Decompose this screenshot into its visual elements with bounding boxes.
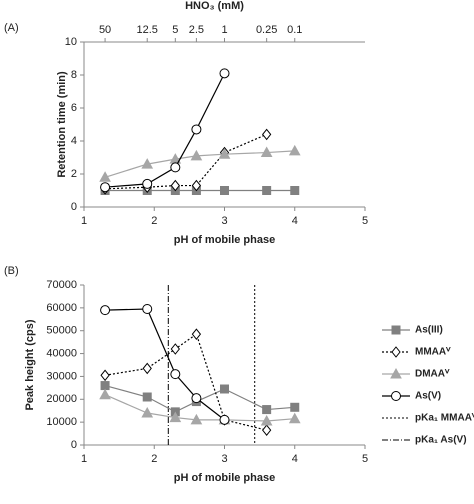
data-point bbox=[100, 381, 110, 391]
y-tick-label: 4 bbox=[71, 135, 77, 147]
data-point bbox=[219, 68, 230, 79]
y-axis-title: Retention time (min) bbox=[56, 71, 68, 178]
series-line bbox=[105, 308, 225, 421]
legend-marker bbox=[391, 391, 401, 401]
top-tick-label: 0.1 bbox=[287, 24, 302, 36]
data-point bbox=[170, 369, 181, 380]
data-point bbox=[142, 304, 153, 314]
legend-marker bbox=[391, 325, 401, 335]
data-point bbox=[191, 328, 202, 340]
data-point bbox=[100, 369, 110, 382]
series-line bbox=[105, 73, 226, 188]
x-tick-label: 3 bbox=[221, 453, 227, 465]
panel-label: (B) bbox=[4, 265, 19, 277]
x-axis-title: pH of mobile phase bbox=[174, 472, 275, 484]
data-point bbox=[260, 146, 273, 158]
x-tick-label: 2 bbox=[151, 215, 157, 227]
y-axis-title: Peak height (cps) bbox=[24, 319, 36, 410]
top-tick-label: 5 bbox=[172, 24, 178, 36]
data-point bbox=[288, 412, 301, 424]
data-point bbox=[218, 148, 231, 159]
data-point bbox=[262, 186, 272, 195]
data-point bbox=[220, 384, 229, 394]
data-point bbox=[142, 362, 152, 375]
legend-marker bbox=[391, 346, 401, 358]
data-point bbox=[142, 178, 153, 189]
legend-marker bbox=[390, 367, 402, 379]
y-tick-label: 60000 bbox=[46, 302, 77, 314]
data-point bbox=[288, 144, 301, 156]
data-point bbox=[100, 182, 111, 193]
series-line bbox=[105, 133, 267, 190]
data-point bbox=[290, 186, 300, 195]
y-tick-label: 0 bbox=[71, 439, 77, 451]
legend-label: pKa₁ MMAAⱽ bbox=[415, 413, 474, 424]
x-tick-label: 1 bbox=[81, 453, 87, 465]
top-tick-label: 1 bbox=[221, 24, 227, 36]
y-tick-label: 10 bbox=[65, 36, 77, 48]
y-tick-label: 40000 bbox=[46, 347, 77, 359]
legend-label: MMAAⱽ bbox=[415, 347, 451, 358]
data-point bbox=[170, 179, 180, 192]
x-tick-label: 1 bbox=[81, 215, 87, 227]
top-tick-label: 0.25 bbox=[256, 24, 277, 36]
data-point bbox=[290, 402, 300, 412]
x-axis-title: pH of mobile phase bbox=[174, 234, 275, 246]
data-point bbox=[141, 406, 154, 418]
series-line bbox=[104, 333, 267, 431]
y-tick-label: 30000 bbox=[46, 370, 77, 382]
data-point bbox=[169, 411, 182, 423]
x-tick-label: 4 bbox=[292, 215, 298, 227]
top-axis-title: HNO₃ (mM) bbox=[185, 0, 244, 12]
y-tick-label: 2 bbox=[71, 168, 77, 180]
x-tick-label: 2 bbox=[151, 453, 157, 465]
data-point bbox=[100, 305, 111, 316]
x-tick-label: 5 bbox=[362, 215, 368, 227]
data-point bbox=[220, 186, 229, 195]
legend-label: As(III) bbox=[415, 325, 443, 336]
data-point bbox=[262, 128, 272, 141]
y-tick-label: 0 bbox=[71, 201, 77, 213]
panel-label: (A) bbox=[4, 22, 19, 34]
y-tick-label: 70000 bbox=[46, 279, 77, 291]
y-tick-label: 8 bbox=[71, 69, 77, 81]
y-tick-label: 10000 bbox=[46, 416, 77, 428]
data-point bbox=[219, 414, 230, 425]
data-point bbox=[260, 414, 273, 426]
legend-label: DMAAⱽ bbox=[415, 369, 450, 380]
data-point bbox=[190, 413, 203, 425]
data-point bbox=[262, 424, 272, 436]
y-tick-label: 6 bbox=[71, 102, 77, 114]
legend-label: As(V) bbox=[415, 391, 441, 402]
data-point bbox=[191, 393, 202, 404]
x-tick-label: 3 bbox=[221, 215, 227, 227]
data-point bbox=[170, 343, 180, 355]
data-point bbox=[190, 149, 203, 161]
y-tick-label: 50000 bbox=[46, 325, 77, 337]
data-point bbox=[142, 392, 152, 402]
data-point bbox=[191, 179, 202, 192]
data-point bbox=[99, 388, 111, 400]
data-point bbox=[99, 171, 111, 182]
data-point bbox=[262, 405, 272, 415]
top-tick-label: 12.5 bbox=[137, 24, 158, 36]
top-tick-label: 50 bbox=[99, 24, 111, 36]
y-tick-label: 20000 bbox=[46, 393, 77, 405]
data-point bbox=[141, 158, 154, 169]
data-point bbox=[191, 124, 202, 135]
legend-label: pKa₁ As(V) bbox=[415, 435, 467, 446]
x-tick-label: 4 bbox=[292, 453, 298, 465]
x-tick-label: 5 bbox=[362, 453, 368, 465]
top-tick-label: 2.5 bbox=[189, 24, 204, 36]
data-point bbox=[170, 162, 181, 173]
